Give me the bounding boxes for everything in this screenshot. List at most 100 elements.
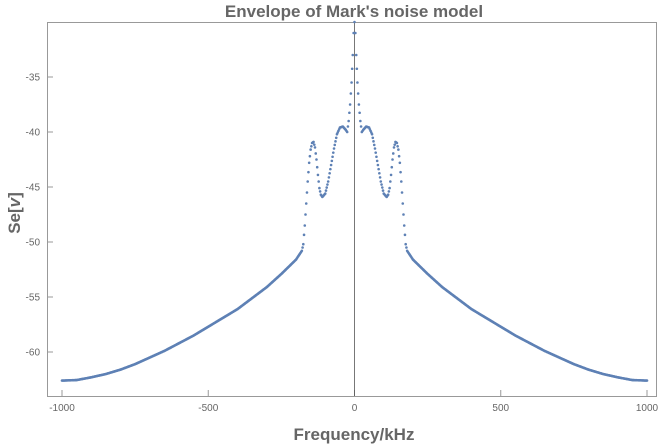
data-point bbox=[386, 193, 390, 196]
y-axis-label-main: Se bbox=[5, 213, 24, 234]
y-tick-label: -60 bbox=[26, 348, 41, 359]
data-point bbox=[381, 189, 385, 192]
data-point bbox=[379, 180, 383, 183]
data-point bbox=[372, 140, 375, 143]
data-points bbox=[60, 20, 649, 382]
data-point bbox=[313, 146, 317, 149]
data-point bbox=[300, 249, 304, 253]
data-point bbox=[306, 180, 310, 183]
x-tick-label: 1000 bbox=[636, 403, 659, 414]
data-point bbox=[387, 190, 391, 193]
data-point bbox=[393, 143, 397, 146]
data-point bbox=[391, 158, 394, 161]
data-point bbox=[334, 140, 337, 143]
data-point bbox=[315, 165, 319, 169]
data-point bbox=[378, 171, 381, 175]
x-axis-label: Frequency/kHz bbox=[294, 425, 415, 444]
chart-title: Envelope of Mark's noise model bbox=[225, 2, 483, 21]
data-point bbox=[356, 81, 359, 84]
data-point bbox=[350, 67, 354, 71]
data-point bbox=[312, 143, 316, 146]
data-point bbox=[315, 158, 318, 161]
data-point bbox=[405, 246, 408, 249]
data-point bbox=[304, 202, 308, 205]
data-point bbox=[316, 173, 320, 177]
data-point bbox=[359, 119, 362, 123]
data-point bbox=[354, 53, 358, 57]
data-point bbox=[317, 180, 320, 183]
data-point bbox=[401, 202, 405, 205]
data-point bbox=[373, 147, 377, 150]
y-axis-label-var: v bbox=[5, 196, 24, 207]
data-point bbox=[309, 148, 312, 151]
data-point bbox=[333, 143, 337, 147]
data-point bbox=[389, 173, 393, 177]
data-point bbox=[326, 183, 329, 186]
x-axis-ticks: -1000 -500 0 500 1000 bbox=[49, 390, 659, 414]
data-point bbox=[399, 170, 402, 174]
data-point bbox=[318, 186, 321, 190]
data-point bbox=[334, 136, 338, 140]
data-point bbox=[307, 161, 311, 165]
data-point bbox=[329, 167, 332, 171]
y-axis-label-bracket-close: ] bbox=[5, 192, 24, 198]
data-point bbox=[395, 141, 399, 145]
y-axis-label: Se[v] bbox=[5, 192, 24, 234]
data-point bbox=[348, 103, 352, 106]
data-point bbox=[305, 191, 309, 194]
data-point bbox=[400, 180, 403, 183]
data-point bbox=[398, 161, 402, 165]
data-point bbox=[396, 145, 399, 148]
data-point bbox=[359, 125, 363, 128]
data-point bbox=[377, 167, 380, 171]
data-point bbox=[392, 146, 396, 149]
x-tick-label: -1000 bbox=[49, 403, 75, 414]
data-point bbox=[380, 183, 383, 186]
data-point bbox=[327, 176, 331, 179]
data-point bbox=[326, 180, 330, 183]
data-point bbox=[375, 155, 378, 159]
data-point bbox=[346, 125, 350, 128]
data-point bbox=[402, 224, 406, 227]
data-point bbox=[330, 159, 334, 163]
y-tick-label: -45 bbox=[26, 183, 41, 194]
data-point bbox=[310, 145, 313, 148]
data-point bbox=[318, 190, 322, 193]
data-point bbox=[314, 152, 318, 155]
data-point bbox=[397, 154, 401, 158]
data-point bbox=[345, 130, 349, 134]
data-point bbox=[302, 242, 305, 246]
data-point bbox=[380, 186, 384, 189]
y-axis-ticks: -35 -40 -45 -50 -55 -60 bbox=[26, 73, 53, 359]
data-point bbox=[378, 176, 382, 179]
data-point bbox=[304, 213, 307, 216]
data-point bbox=[332, 147, 336, 150]
data-point bbox=[356, 92, 360, 95]
y-tick-label: -35 bbox=[26, 73, 41, 84]
data-point bbox=[312, 140, 315, 144]
data-point bbox=[354, 31, 357, 35]
data-point bbox=[348, 111, 351, 115]
data-point bbox=[404, 242, 407, 246]
data-point bbox=[400, 191, 404, 194]
data-point bbox=[403, 233, 407, 237]
data-point bbox=[325, 186, 329, 189]
data-point bbox=[371, 136, 375, 140]
data-point bbox=[331, 155, 334, 159]
y-tick-label: -55 bbox=[26, 293, 41, 304]
y-tick-label: -50 bbox=[26, 238, 41, 249]
data-point bbox=[349, 92, 353, 95]
data-point bbox=[645, 379, 649, 382]
data-point bbox=[328, 171, 331, 175]
data-point bbox=[331, 151, 335, 154]
x-tick-label: 500 bbox=[492, 403, 509, 414]
data-point bbox=[303, 224, 307, 227]
data-point bbox=[376, 163, 380, 167]
data-point bbox=[347, 119, 350, 123]
data-point bbox=[390, 165, 394, 169]
data-point bbox=[374, 151, 378, 154]
data-point bbox=[375, 159, 379, 163]
x-tick-label: -500 bbox=[198, 403, 218, 414]
data-point bbox=[372, 143, 376, 147]
